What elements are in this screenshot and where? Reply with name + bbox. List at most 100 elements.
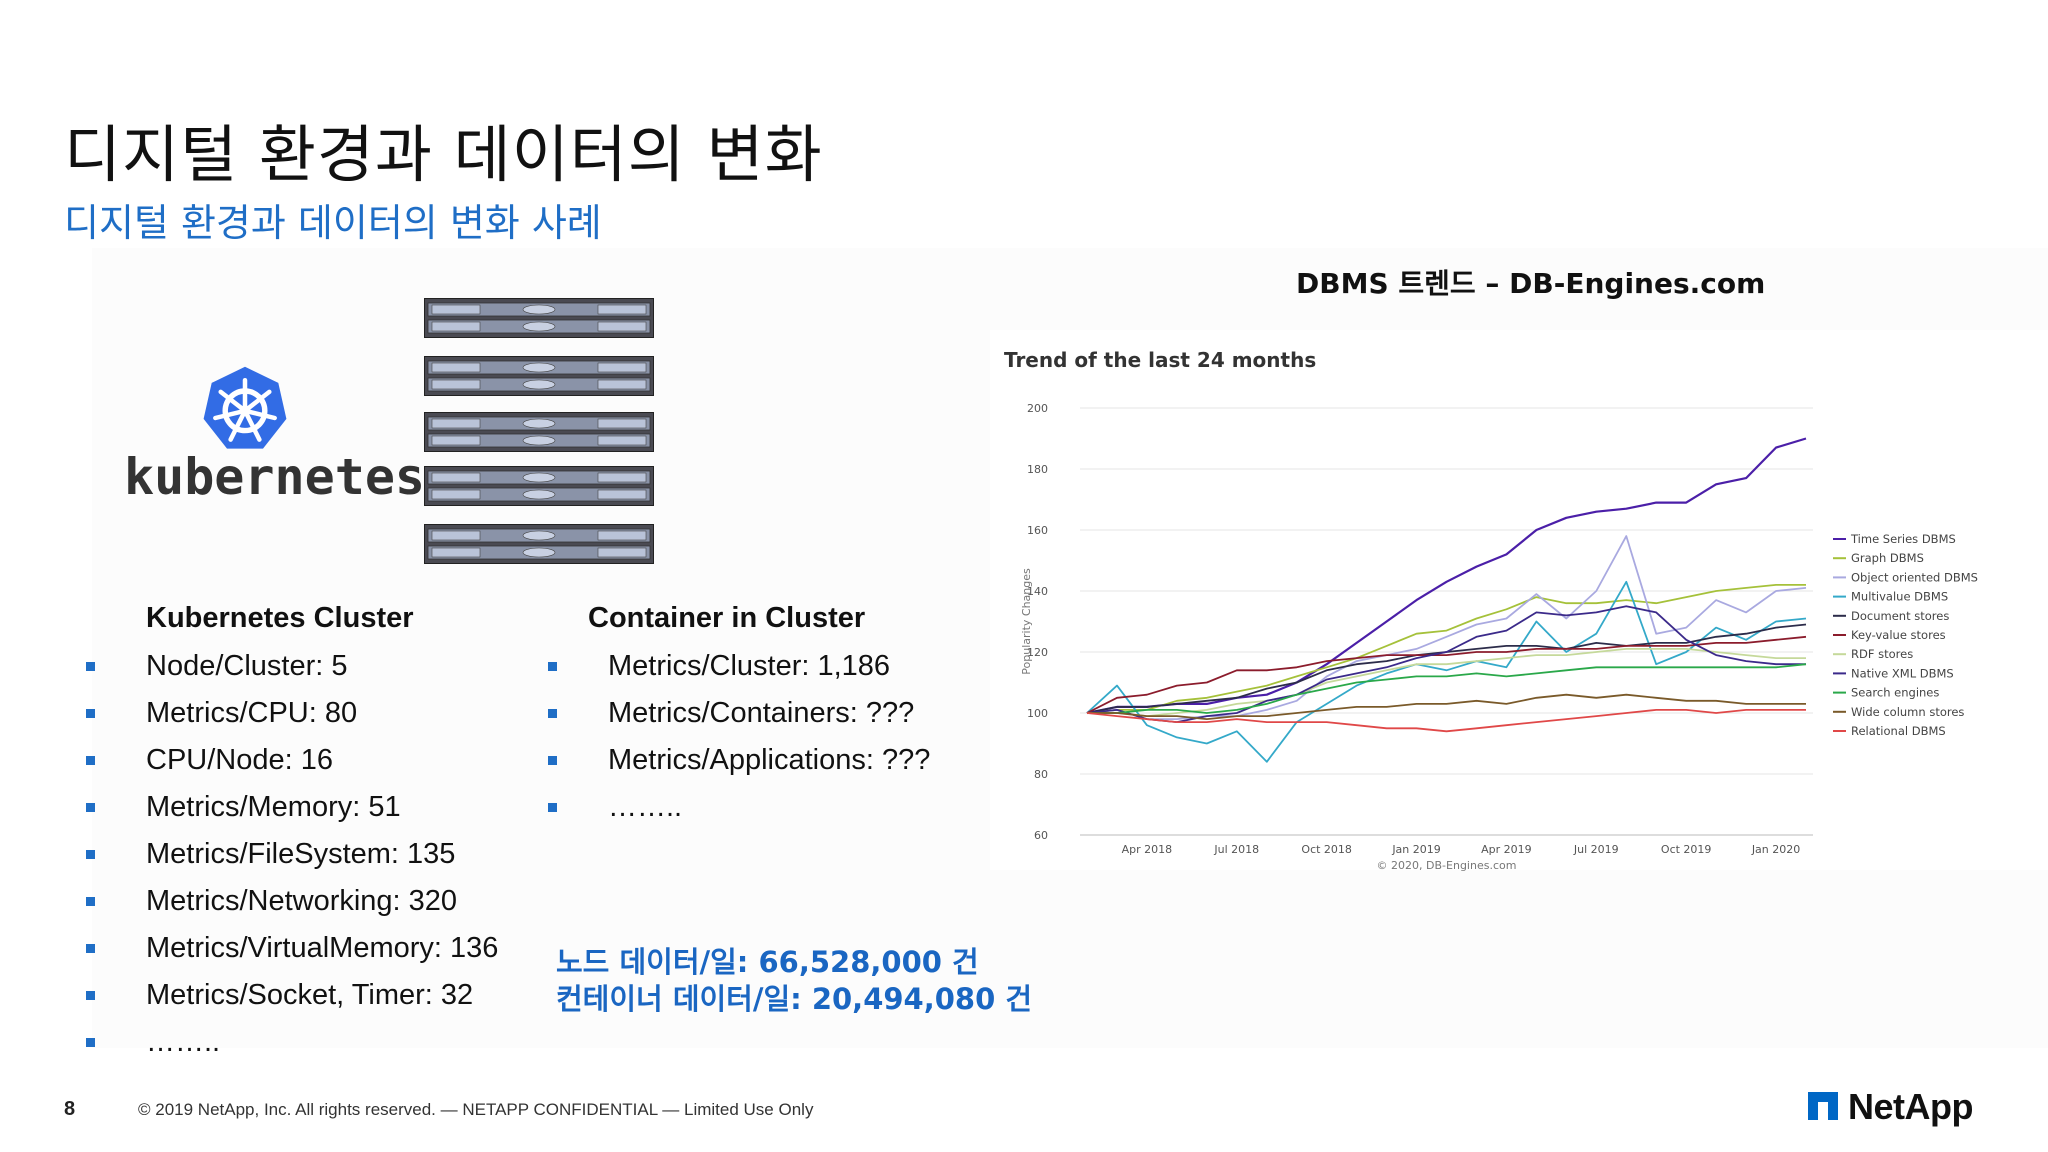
y-tick-label: 100 (1027, 707, 1048, 720)
netapp-mark-icon (1808, 1092, 1838, 1120)
server-unit-icon (424, 466, 654, 506)
y-tick-label: 60 (1034, 829, 1048, 842)
list-item: Metrics/Networking: 320 (86, 883, 498, 930)
legend-label: Time Series DBMS (1850, 532, 1956, 546)
bullet-square-icon (548, 803, 557, 812)
x-tick-label: Jan 2020 (1751, 843, 1800, 856)
summary-block: 노드 데이터/일: 66,528,000 건 컨테이너 데이터/일: 20,49… (556, 944, 1032, 1018)
series-line-multivalue-dbms (1086, 580, 1807, 763)
series-line-time-series-dbms (1086, 437, 1807, 715)
list-item: Metrics/Applications: ??? (548, 742, 931, 789)
legend-label: Relational DBMS (1851, 724, 1946, 738)
bullet-square-icon (548, 662, 557, 671)
chart-credit: © 2020, DB-Engines.com (1377, 859, 1517, 872)
list-item-text: Metrics/Containers: ??? (608, 697, 915, 729)
legend-label: RDF stores (1851, 647, 1913, 661)
list-item: Metrics/Cluster: 1,186 (548, 648, 930, 695)
container-cluster-list: Metrics/Cluster: 1,186 Metrics/Containers… (548, 648, 931, 836)
legend-label: Object oriented DBMS (1851, 570, 1978, 584)
y-tick-label: 180 (1027, 463, 1048, 476)
legend-label: Document stores (1851, 609, 1949, 623)
x-tick-label: Oct 2019 (1661, 843, 1712, 856)
list-item: Metrics/FileSystem: 135 (86, 836, 498, 883)
list-item: …….. (548, 789, 930, 836)
list-item-text: CPU/Node: 16 (146, 744, 333, 776)
server-unit-icon (424, 356, 654, 396)
chart-panel (990, 330, 2048, 870)
legend-label: Search engines (1851, 686, 1939, 700)
list-item: …….. (86, 1024, 498, 1071)
page-number: 8 (64, 1098, 76, 1120)
x-tick-label: Jan 2019 (1391, 843, 1440, 856)
legend-label: Graph DBMS (1851, 551, 1924, 565)
server-unit-icon (424, 524, 654, 564)
server-unit-icon (424, 412, 654, 452)
x-tick-label: Oct 2018 (1301, 843, 1352, 856)
list-item-text: Metrics/Socket, Timer: 32 (146, 979, 474, 1011)
bullet-square-icon (86, 944, 95, 953)
y-tick-label: 140 (1027, 585, 1048, 598)
kubernetes-wordmark: kubernetes (124, 448, 426, 506)
legend-label: Wide column stores (1851, 705, 1964, 719)
x-tick-label: Jul 2019 (1573, 843, 1619, 856)
kubernetes-logo-icon (203, 366, 287, 449)
dbms-trend-chart: Trend of the last 24 months 60 80 100 120 140… (1004, 348, 1978, 872)
bullet-square-icon (86, 803, 95, 812)
x-tick-label: Apr 2019 (1481, 843, 1532, 856)
dbms-trend-title: DBMS 트렌드 – DB-Engines.com (1296, 267, 1766, 300)
bullet-square-icon (548, 709, 557, 718)
bullet-square-icon (86, 756, 95, 765)
list-item-text: …….. (608, 791, 683, 823)
netapp-wordmark: NetApp (1848, 1086, 1974, 1127)
bullet-square-icon (86, 662, 95, 671)
list-item: Metrics/Containers: ??? (548, 695, 930, 742)
list-item: Metrics/CPU: 80 (86, 695, 498, 742)
list-item: Node/Cluster: 5 (86, 648, 498, 695)
list-item: CPU/Node: 16 (86, 742, 498, 789)
series-line-search-engines (1087, 663, 1807, 714)
series-line-relational-dbms (1086, 708, 1806, 733)
chart-title: Trend of the last 24 months (1004, 348, 1316, 372)
list-item: Metrics/Memory: 51 (86, 789, 498, 836)
list-item-text: Metrics/Networking: 320 (146, 885, 458, 917)
y-tick-label: 160 (1027, 524, 1048, 537)
series-line-rdf-stores (1087, 647, 1806, 718)
y-axis-label: Popularity Changes (1020, 568, 1033, 675)
server-unit-icon (424, 298, 654, 338)
list-item-text: Metrics/VirtualMemory: 136 (146, 932, 499, 964)
slide-subtitle: 디지털 환경과 데이터의 변화 사례 (64, 201, 602, 245)
series-line-native-xml-dbms (1086, 605, 1806, 724)
legend-label: Native XML DBMS (1851, 666, 1954, 680)
list-item-text: Metrics/Cluster: 1,186 (608, 650, 891, 682)
list-item-text: …….. (146, 1026, 221, 1058)
list-item-text: Metrics/Applications: ??? (608, 744, 931, 776)
bullet-square-icon (86, 1038, 95, 1047)
legend-label: Key-value stores (1851, 628, 1946, 642)
series-line-key-value-stores (1086, 635, 1807, 714)
y-tick-label: 200 (1027, 402, 1048, 415)
bullet-square-icon (86, 850, 95, 859)
series-line-object-oriented-dbms (1086, 535, 1807, 721)
list-item-text: Metrics/Memory: 51 (146, 791, 401, 823)
x-tick-label: Jul 2018 (1213, 843, 1259, 856)
container-cluster-heading: Container in Cluster (588, 602, 866, 634)
legend-label: Multivalue DBMS (1851, 590, 1948, 604)
kubernetes-cluster-heading: Kubernetes Cluster (146, 602, 414, 634)
list-item-text: Metrics/CPU: 80 (146, 697, 358, 729)
list-item-text: Node/Cluster: 5 (146, 650, 348, 682)
bullet-square-icon (86, 897, 95, 906)
list-item: Metrics/VirtualMemory: 136 (86, 930, 499, 977)
bullet-square-icon (548, 756, 557, 765)
footer-copyright: © 2019 NetApp, Inc. All rights reserved.… (138, 1100, 814, 1119)
slide-title: 디지털 환경과 데이터의 변화 (64, 118, 823, 191)
x-tick-label: Apr 2018 (1122, 843, 1173, 856)
series-line-graph-dbms (1086, 583, 1806, 714)
y-tick-label: 80 (1034, 768, 1048, 781)
kubernetes-cluster-list: Node/Cluster: 5 Metrics/CPU: 80 CPU/Node: … (86, 648, 499, 1071)
list-item: Metrics/Socket, Timer: 32 (86, 977, 498, 1024)
bullet-square-icon (86, 709, 95, 718)
series-line-wide-column-stores (1087, 693, 1806, 721)
list-item-text: Metrics/FileSystem: 135 (146, 838, 456, 870)
bullet-square-icon (86, 991, 95, 1000)
container-data-per-day: 컨테이너 데이터/일: 20,494,080 건 (556, 982, 1033, 1016)
